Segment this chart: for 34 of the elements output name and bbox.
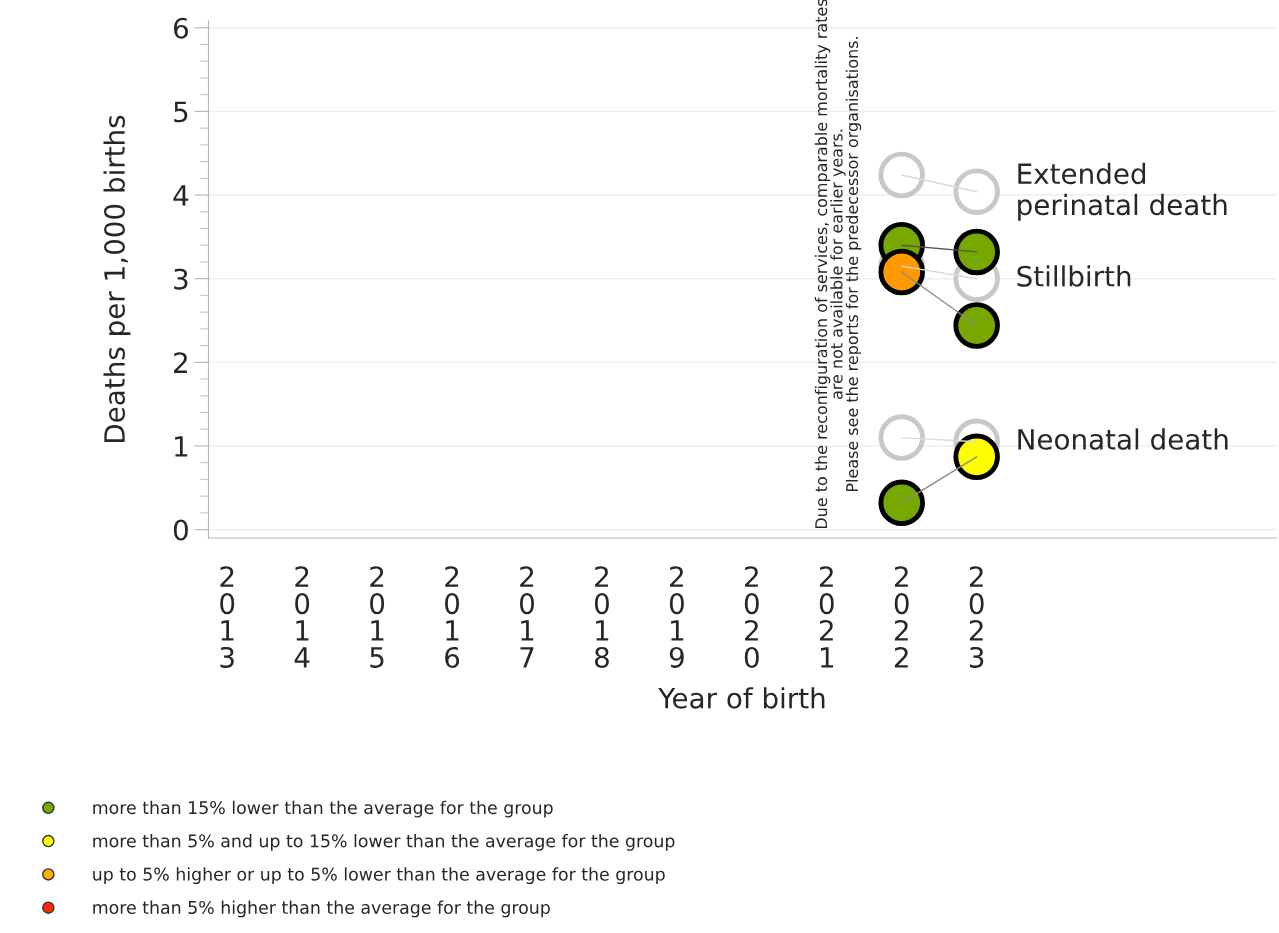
point	[878, 414, 925, 461]
legend-label: more than 5% and up to 15% lower than the average for the group	[93, 833, 675, 851]
x-tick-label: 2014	[294, 566, 310, 668]
legend-label: more than 5% higher than the average for the group	[93, 900, 550, 918]
y-tick-label: 6	[173, 17, 188, 39]
x-tick-label: 2022	[894, 566, 909, 668]
x-tick-label: 2017	[519, 566, 534, 668]
y-tick-label: 5	[174, 101, 188, 123]
point	[953, 228, 1000, 276]
point	[953, 168, 1000, 215]
x-tick-label: 2020	[744, 566, 759, 668]
series-label: Neonatal death	[1018, 428, 1228, 450]
y-tick-label: 2	[174, 352, 187, 373]
series-label: Stillbirth	[1017, 265, 1131, 287]
x-tick-label: 2016	[445, 566, 460, 668]
point	[878, 151, 925, 199]
y-tick-label: 4	[173, 185, 189, 206]
y-tick-label: 3	[174, 268, 188, 290]
legend-label: more than 15% lower than the average for the group	[93, 800, 553, 818]
y-axis-title: Deaths per 1,000 births	[103, 115, 131, 442]
x-tick-label: 2021	[819, 566, 834, 668]
x-tick-label: 2023	[969, 566, 984, 668]
x-tick-label: 2015	[370, 566, 385, 668]
point	[878, 248, 925, 296]
x-tick-label: 2019	[669, 566, 684, 668]
y-tick-label: 1	[175, 436, 188, 457]
y-tick-label: 0	[173, 519, 188, 541]
x-tick-label: 2018	[594, 566, 609, 668]
legend-label: up to 5% higher or up to 5% lower than the average for the group	[93, 867, 665, 885]
x-axis-title: Year of birth	[658, 687, 825, 709]
x-tick-label: 2013	[220, 566, 235, 668]
point	[953, 433, 1000, 481]
annotation: Due to the reconfiguration of services, comparable mortality rates are not available for earlier years. Please see the reports for the predecessor organisations.	[814, 0, 862, 529]
series-label: Extended perinatal death	[1018, 162, 1227, 221]
